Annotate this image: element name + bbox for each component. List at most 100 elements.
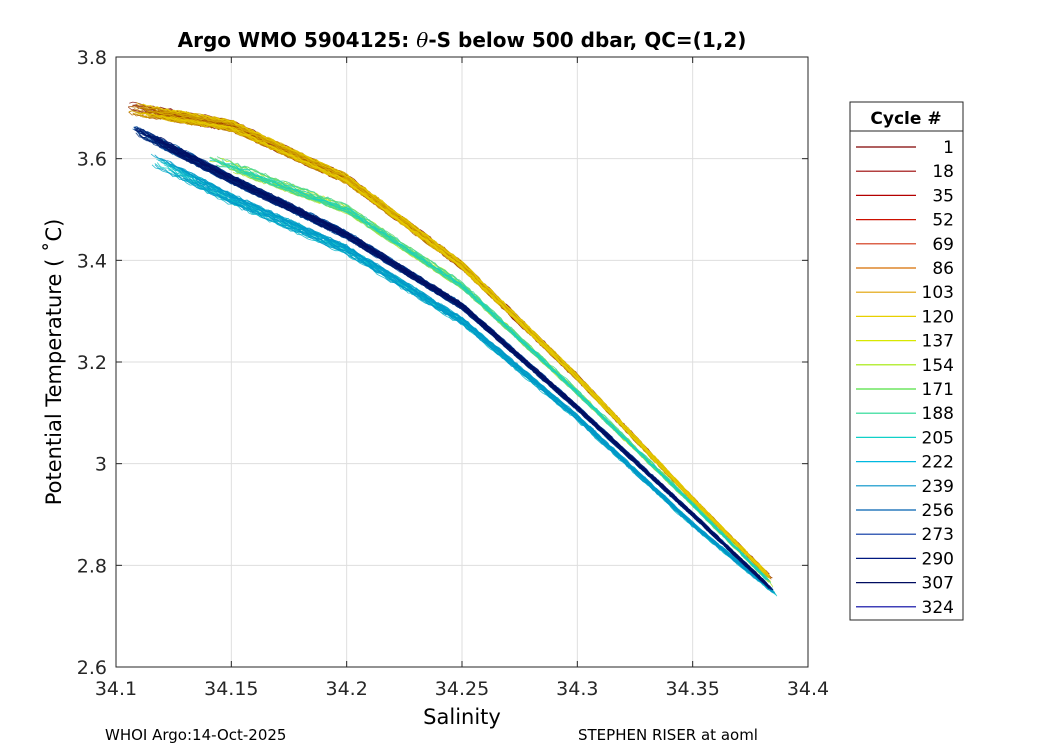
legend-label: 290 (922, 549, 954, 569)
chart-title: Argo WMO 5904125: θ-S below 500 dbar, QC… (178, 28, 747, 52)
profile-line (173, 172, 773, 593)
y-axis-label: Potential Temperature ( ˚C) (42, 219, 66, 506)
y-tick-label: 2.6 (77, 657, 107, 679)
axis-ticks: 34.1 34.15 34.2 34.25 34.3 34.35 34.4 2.6 2.8 3 3.… (77, 47, 829, 700)
profile-line (160, 158, 770, 589)
legend-title: Cycle # (870, 109, 941, 129)
profile-line (216, 156, 768, 578)
y-tick-label: 3.2 (77, 352, 107, 374)
profile-line (183, 177, 775, 593)
profile-line (157, 112, 764, 570)
profile-line (177, 151, 767, 584)
profile-line (163, 164, 774, 593)
footer-attribution: STEPHEN RISER at aoml (578, 726, 758, 744)
y-tick-label: 2.8 (77, 555, 107, 577)
x-tick-label: 34.3 (556, 678, 598, 700)
profile-line (195, 179, 771, 589)
x-tick-label: 34.2 (326, 678, 368, 700)
footer-source: WHOI Argo:14-Oct-2025 (105, 726, 287, 744)
profile-line (151, 164, 769, 589)
y-tick-label: 3 (95, 454, 107, 476)
profile-line (162, 110, 765, 571)
grid-lines (115, 56, 809, 668)
profile-line (170, 114, 763, 569)
y-tick-label: 3.8 (77, 47, 107, 69)
legend-label: 18 (932, 162, 954, 182)
profile-line (191, 177, 774, 593)
y-tick-label: 3.4 (77, 250, 107, 272)
profile-line (161, 159, 775, 594)
profile-lines (128, 101, 778, 597)
legend-label: 171 (922, 380, 954, 400)
profile-line (195, 183, 774, 593)
profile-line (169, 164, 776, 595)
legend-label: 188 (922, 404, 954, 424)
profile-line (165, 112, 772, 579)
title-prefix: Argo WMO 5904125: (178, 28, 417, 52)
profile-line (183, 174, 769, 589)
profile-line (249, 172, 766, 577)
profile-line (195, 180, 771, 589)
profile-line (154, 107, 768, 573)
profile-line (169, 151, 765, 584)
profile-line (229, 161, 763, 574)
legend-label: 154 (922, 356, 954, 376)
profile-line (156, 111, 766, 573)
title-suffix: -S below 500 dbar, QC=(1,2) (428, 28, 746, 52)
profile-line (190, 182, 769, 591)
profile-line (157, 136, 763, 579)
profile-line (157, 159, 771, 590)
profile-line (142, 115, 769, 579)
profile-line (160, 115, 767, 573)
profile-line (184, 174, 777, 596)
legend-label: 222 (922, 453, 954, 473)
x-axis-label: Salinity (423, 705, 501, 729)
x-tick-label: 34.25 (435, 678, 489, 700)
x-tick-label: 34.35 (665, 678, 719, 700)
profile-line (182, 170, 768, 586)
profile-line (149, 106, 770, 576)
legend-label: 1 (943, 138, 954, 158)
profile-line (152, 110, 773, 579)
profile-line (194, 176, 773, 590)
profile-line (142, 103, 770, 576)
legend-label: 307 (922, 574, 954, 594)
profile-line (176, 167, 772, 592)
profile-line (169, 165, 773, 591)
legend-label: 205 (922, 428, 954, 448)
profile-line (169, 161, 773, 589)
profile-line (170, 113, 770, 577)
profile-line (156, 162, 774, 594)
profile-line (164, 161, 774, 591)
legend-label: 69 (932, 235, 954, 255)
legend-label: 52 (932, 211, 954, 231)
profile-line (160, 161, 770, 589)
y-tick-label: 3.6 (77, 149, 107, 171)
profile-line (154, 163, 775, 594)
legend-label: 239 (922, 477, 954, 497)
profile-line (218, 161, 769, 581)
profile-line (154, 154, 768, 587)
profile-line (164, 111, 767, 575)
profile-line (168, 116, 771, 577)
profile-line (180, 170, 773, 591)
profile-line (142, 104, 763, 569)
legend-label: 273 (922, 525, 954, 545)
profile-line (150, 153, 768, 586)
legend-label: 86 (932, 259, 954, 279)
profile-line (150, 108, 763, 569)
legend-label: 137 (922, 332, 954, 352)
profile-line (221, 160, 769, 580)
profile-line (178, 171, 778, 597)
legend-label: 35 (932, 186, 954, 206)
legend: Cycle # 1 18 35 52 69 86 103 120 137 154 171 188 205… (849, 101, 964, 621)
legend-entries: 1 18 35 52 69 86 103 120 137 154 171 188 205 222 239 25… (856, 138, 954, 618)
profile-line (168, 169, 771, 590)
legend-label: 120 (922, 307, 954, 327)
profile-line (157, 112, 771, 578)
x-tick-label: 34.15 (204, 678, 258, 700)
profile-line (154, 164, 768, 589)
profile-line (171, 170, 771, 590)
profile-line (147, 108, 767, 573)
